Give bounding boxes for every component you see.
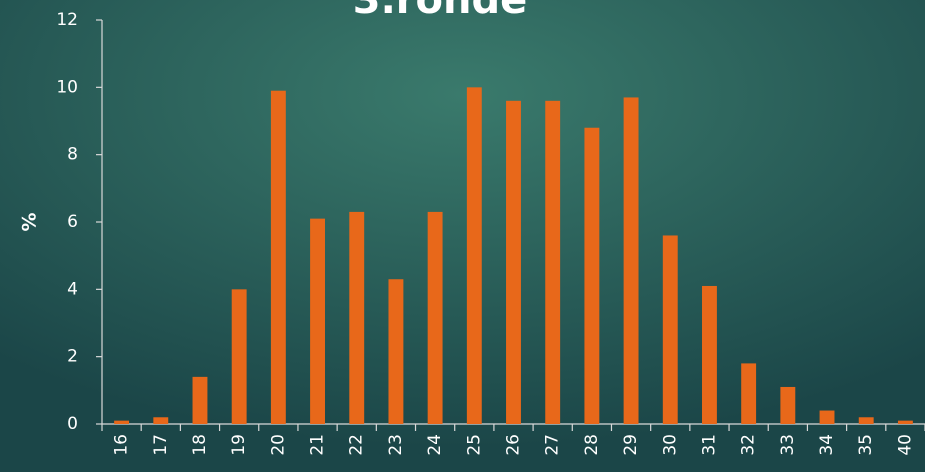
- x-tick-label: 31: [699, 434, 719, 456]
- x-tick-label: 32: [739, 434, 759, 456]
- x-tick-label: 40: [895, 434, 915, 456]
- x-tick-label: 17: [151, 434, 171, 456]
- x-tick-label: 29: [621, 434, 641, 456]
- bar: [662, 235, 678, 424]
- x-tick-label: 26: [504, 434, 524, 456]
- bar: [897, 420, 913, 424]
- y-tick-label: 4: [67, 279, 78, 299]
- x-tick-label: 21: [308, 434, 328, 456]
- x-tick-label: 25: [464, 434, 484, 456]
- y-tick-label: 12: [56, 10, 78, 30]
- bar: [780, 386, 796, 424]
- y-tick-label: 10: [56, 77, 78, 97]
- bar: [231, 289, 247, 424]
- bar: [584, 127, 600, 424]
- bar: [349, 211, 365, 424]
- bar: [858, 417, 874, 424]
- bar: [310, 218, 325, 424]
- x-tick-label: 16: [112, 434, 132, 456]
- x-tick-label: 27: [543, 434, 563, 456]
- bar: [702, 285, 717, 424]
- x-tick-label: 24: [425, 434, 445, 456]
- y-tick-label: 0: [67, 414, 78, 434]
- y-tick-label: 8: [67, 145, 78, 165]
- y-tick-label: 2: [67, 347, 78, 367]
- x-tick-label: 22: [347, 434, 367, 456]
- bar: [114, 420, 130, 424]
- bar: [819, 410, 835, 424]
- bar: [270, 90, 286, 424]
- bar: [153, 417, 169, 424]
- bar: [741, 363, 757, 424]
- bar: [427, 211, 443, 424]
- bar: [192, 376, 208, 424]
- bar: [545, 100, 561, 425]
- bar: [388, 279, 404, 424]
- x-tick-label: 35: [856, 434, 876, 456]
- y-tick-label: 6: [67, 212, 78, 232]
- x-tick-label: 30: [660, 434, 680, 456]
- y-axis-label: %: [19, 212, 41, 231]
- x-tick-label: 20: [268, 434, 288, 456]
- bar: [466, 87, 482, 424]
- x-tick-label: 28: [582, 434, 602, 456]
- x-tick-label: 23: [386, 434, 406, 456]
- x-tick-label: 34: [817, 434, 837, 456]
- x-tick-label: 33: [778, 434, 798, 456]
- bar: [623, 97, 639, 424]
- x-tick-label: 19: [229, 434, 249, 456]
- bar: [506, 100, 521, 425]
- x-tick-label: 18: [190, 434, 210, 456]
- chart-title: 3.ronde: [353, 0, 527, 23]
